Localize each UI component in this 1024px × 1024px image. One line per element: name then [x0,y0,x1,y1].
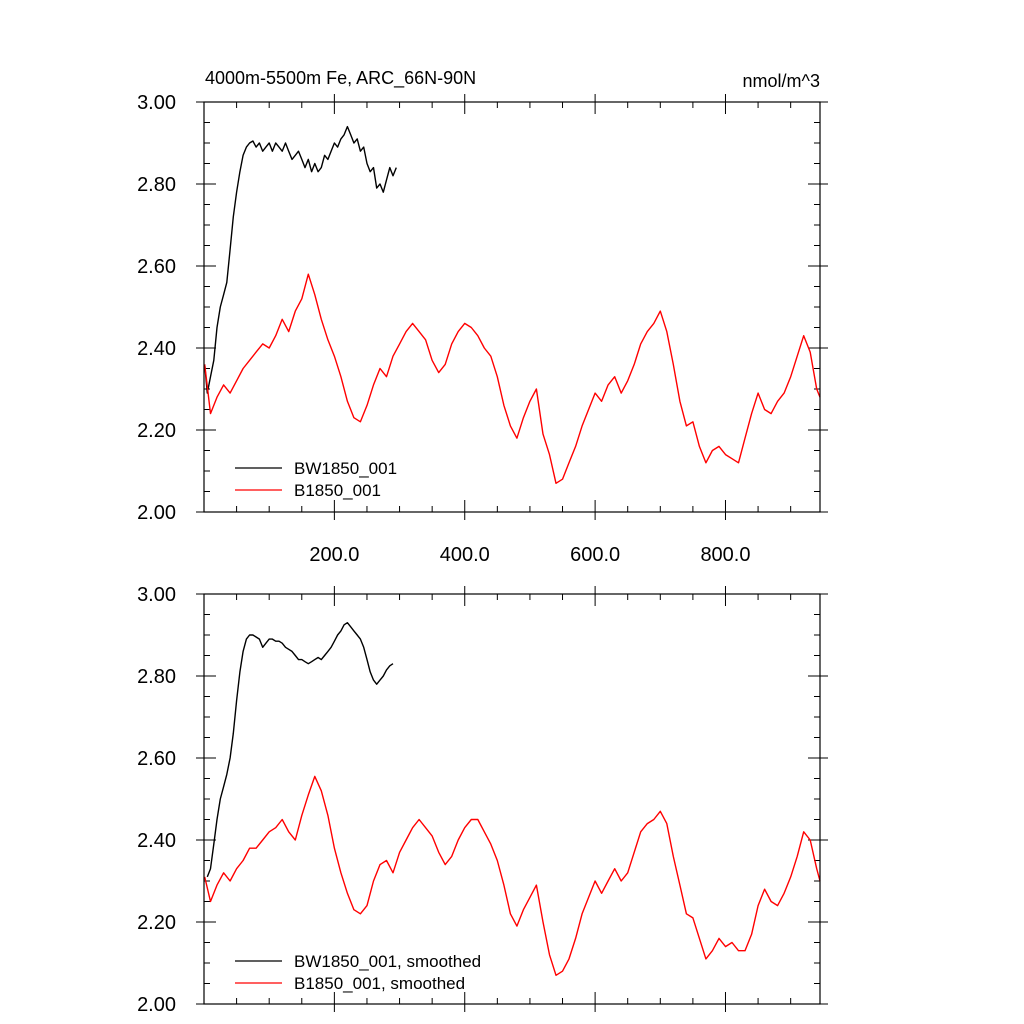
chart-title: 4000m-5500m Fe, ARC_66N-90N [205,68,476,89]
y-tick-label: 2.40 [137,338,176,360]
top-ticks: 2.00 2.20 2.40 2.60 2.80 3.00 200.0 400.0 600.0 8… [137,92,828,566]
y-tick-label: 2.80 [137,174,176,196]
x-tick-label: 600.0 [570,544,620,566]
bottom-panel: 2.00 2.20 2.40 2.60 2.80 3.00 BW1850_001, smo… [137,584,828,1016]
x-tick-label: 800.0 [700,544,750,566]
top-lines [204,125,821,484]
y-tick-label: 2.80 [137,666,176,688]
top-panel: 4000m-5500m Fe, ARC_66N-90N nmol/m^3 2.0… [137,68,828,566]
legend-label-b1850-smoothed: B1850_001, smoothed [294,974,465,993]
bottom-lines [204,622,821,976]
bottom-plot-frame [203,593,821,1005]
series-line-b1850 [204,273,821,484]
y-tick-label: 2.20 [137,420,176,442]
top-plot-frame [203,101,821,513]
y-tick-label: 2.60 [137,256,176,278]
top-legend: BW1850_001 B1850_001 [235,459,397,500]
y-tick-label: 2.20 [137,912,176,934]
x-tick-label: 400.0 [440,544,490,566]
y-tick-label: 2.40 [137,830,176,852]
y-tick-label: 2.60 [137,748,176,770]
units-label: nmol/m^3 [743,71,820,91]
y-tick-label: 3.00 [137,584,176,606]
bottom-legend: BW1850_001, smoothed B1850_001, smoothed [235,952,481,993]
legend-label-bw1850: BW1850_001 [294,459,397,478]
series-line-b1850 [204,775,821,976]
series-line-bw1850 [206,622,394,878]
y-tick-label: 2.00 [137,994,176,1016]
x-tick-label: 200.0 [309,544,359,566]
legend-label-bw1850-smoothed: BW1850_001, smoothed [294,952,481,971]
series-line-bw1850 [204,125,397,394]
legend-label-b1850: B1850_001 [294,481,381,500]
y-tick-label: 3.00 [137,92,176,114]
bottom-ticks: 2.00 2.20 2.40 2.60 2.80 3.00 [137,584,828,1016]
y-tick-label: 2.00 [137,502,176,524]
